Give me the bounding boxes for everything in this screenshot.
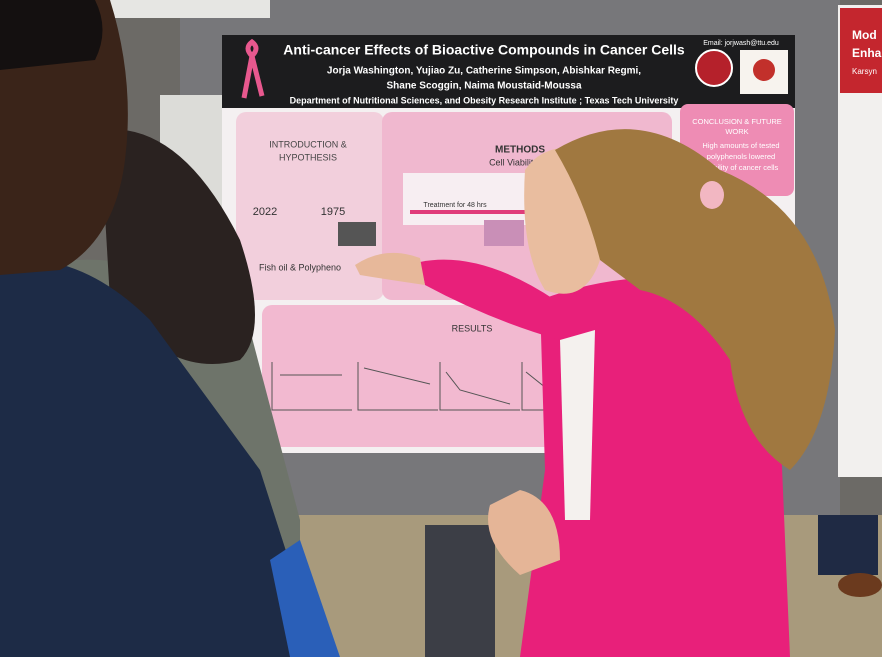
year: 1975 — [321, 206, 345, 218]
affiliation: Department of Nutritional Sciences, and … — [290, 95, 679, 105]
person-hair — [100, 129, 255, 364]
section-heading: INTRODUCTION & — [269, 139, 347, 149]
head — [0, 0, 128, 275]
conclusion-text: High amounts of tested — [702, 141, 779, 150]
conclusion-text: polyphenols lowered — [707, 152, 775, 161]
shoe — [838, 573, 882, 597]
side-poster-header — [840, 8, 882, 93]
intro-panel — [236, 112, 384, 300]
section-subheading: Cell Viability (M — [489, 157, 551, 167]
section-heading: HYPOTHESIS — [279, 152, 337, 162]
arm — [420, 259, 560, 340]
poster-title: Anti-cancer Effects of Bioactive Compoun… — [283, 42, 685, 58]
logo — [695, 49, 733, 87]
scrunchie — [700, 181, 724, 209]
caption: Fish oil & Polypheno — [259, 262, 341, 272]
hand — [355, 252, 425, 285]
jacket — [0, 258, 320, 657]
trousers — [425, 525, 495, 657]
hand — [488, 490, 560, 575]
shirt — [560, 330, 595, 520]
section-heading: METHODS — [495, 145, 545, 156]
apple — [753, 59, 775, 81]
section-heading: CONCLUSION & FUTURE — [692, 117, 782, 126]
section-heading: RESULTS — [452, 323, 493, 333]
year: 2022 — [253, 206, 277, 218]
curly-hair — [555, 129, 835, 470]
section-heading: WORK — [725, 127, 748, 136]
side-author: Karsyn — [852, 67, 877, 76]
results-panel — [262, 305, 556, 447]
image — [338, 222, 376, 246]
jacket-accent — [270, 540, 340, 657]
hair — [0, 0, 103, 70]
authors: Jorja Washington, Yujiao Zu, Catherine S… — [327, 66, 641, 77]
ribbon — [241, 38, 265, 99]
trousers — [818, 515, 878, 575]
authors: Shane Scoggin, Naima Moustaid-Moussa — [386, 81, 581, 92]
method-figure — [403, 173, 543, 225]
plate — [484, 220, 524, 246]
caption: Treatment for 48 hrs — [423, 202, 487, 209]
top-paper — [100, 0, 270, 18]
side-title: Enha — [852, 46, 882, 60]
email: Email: jorjwash@ttu.edu — [703, 40, 779, 47]
conclusion-text: viability of cancer cells — [704, 163, 779, 172]
arrow — [410, 210, 540, 214]
side-title: Mod — [852, 28, 877, 42]
